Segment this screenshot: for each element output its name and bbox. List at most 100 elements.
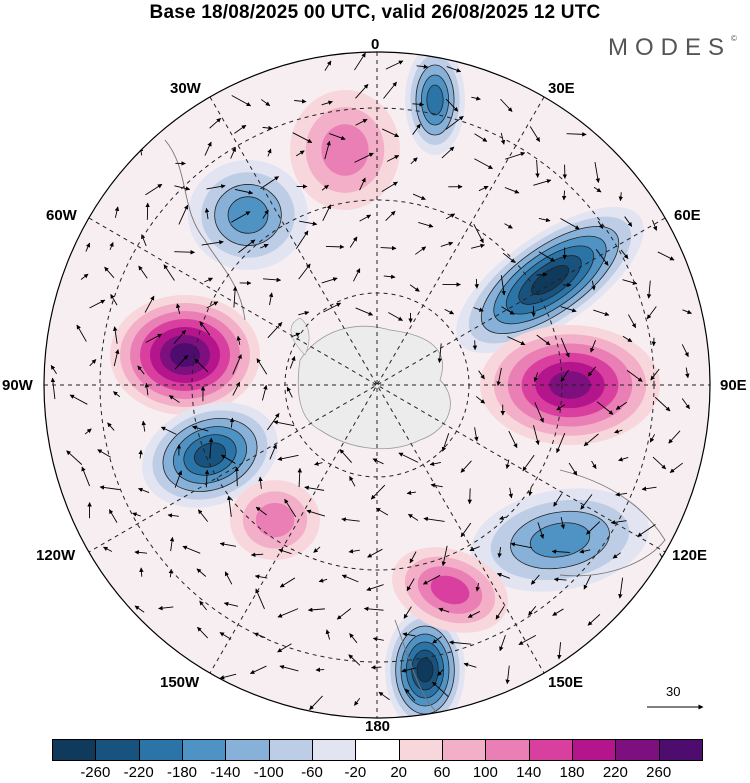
wind-arrow: [412, 193, 426, 200]
wind-arrow: [402, 632, 416, 637]
wind-arrow: [381, 128, 400, 138]
wind-arrow: [478, 370, 485, 380]
wind-arrow: [168, 395, 180, 403]
wind-arrow: [467, 611, 480, 618]
wind-arrow: [169, 536, 175, 552]
wind-arrow: [363, 606, 384, 612]
wind-arrow: [430, 483, 443, 488]
wind-arrow: [231, 211, 251, 223]
wind-arrow: [615, 401, 628, 410]
wind-arrow: [292, 132, 313, 143]
wind-arrow: [277, 608, 299, 618]
wind-arrow: [535, 159, 540, 178]
wind-arrow: [560, 218, 580, 230]
wind-arrow: [528, 486, 533, 497]
colorbar-segment: [312, 739, 357, 761]
wind-arrow: [318, 578, 328, 583]
wind-arrow: [81, 466, 91, 487]
wind-arrow: [375, 507, 389, 516]
wind-arrow: [538, 217, 551, 223]
meridian-label-60e: 60E: [674, 207, 701, 224]
wind-arrow: [137, 365, 145, 375]
wind-arrow: [107, 422, 115, 431]
wind-arrow: [66, 450, 83, 465]
wind-arrow: [145, 333, 163, 343]
wind-arrow: [97, 449, 111, 458]
wind-arrow: [234, 124, 247, 134]
wind-arrow: [474, 158, 493, 170]
wind-arrow: [109, 241, 114, 251]
wind-arrow: [197, 509, 209, 522]
modes-logo: MODES©: [608, 34, 737, 62]
wind-arrow: [325, 244, 345, 250]
wind-arrow: [505, 459, 510, 470]
wind-arrow: [224, 571, 233, 585]
wind-arrow: [249, 665, 267, 674]
wind-arrow: [138, 449, 143, 459]
wind-arrow: [502, 252, 516, 263]
wind-arrow: [209, 117, 222, 129]
anomaly-low-west-atlantic: [188, 160, 308, 270]
wind-arrow: [416, 64, 429, 69]
wind-arrow: [610, 520, 627, 525]
wind-arrow: [536, 272, 548, 277]
wind-arrow: [652, 456, 667, 470]
wind-arrow: [329, 133, 346, 141]
wind-arrow: [309, 695, 323, 710]
wind-arrow: [269, 444, 277, 460]
wind-arrow: [537, 522, 545, 539]
colorbar-tick-label: 180: [559, 764, 585, 781]
anomaly-low-southeast: [470, 488, 650, 592]
meridian-label-150e: 150E: [548, 674, 584, 691]
colorbar-segment: [225, 739, 270, 761]
wind-arrow: [463, 662, 477, 668]
wind-arrow: [409, 551, 417, 564]
wind-arrow: [681, 344, 689, 358]
wind-arrow: [496, 367, 502, 386]
wind-vectors: [50, 52, 692, 710]
meridian-label-90w: 90W: [2, 377, 33, 394]
wind-arrow: [412, 102, 425, 107]
wind-arrow: [167, 513, 179, 518]
wind-arrow: [473, 307, 484, 312]
wind-arrow: [615, 492, 628, 497]
wind-arrow: [304, 485, 325, 491]
wind-arrow: [624, 216, 633, 227]
wind-arrow: [560, 306, 577, 313]
wind-arrow: [469, 546, 480, 552]
wind-arrow: [422, 574, 441, 585]
wind-arrow: [234, 189, 254, 195]
wind-arrow: [262, 125, 273, 131]
wind-arrow: [641, 486, 657, 491]
wind-arrow: [112, 326, 118, 344]
wind-arrow: [141, 234, 147, 247]
wind-arrow: [533, 179, 552, 186]
wind-arrow: [354, 52, 366, 71]
wind-arrow: [383, 81, 397, 99]
wind-arrow: [538, 251, 555, 262]
wind-arrow: [560, 337, 570, 358]
wind-arrow: [278, 548, 292, 555]
wind-arrow: [204, 207, 210, 220]
wind-arrow: [294, 99, 307, 104]
wind-arrow: [530, 574, 540, 585]
anomaly-high-west: [110, 295, 260, 415]
wind-arrow: [471, 96, 481, 101]
wind-arrow: [348, 549, 360, 554]
meridian-label-120e: 120E: [672, 547, 708, 564]
wind-arrow: [460, 460, 472, 473]
wind-arrow: [139, 567, 144, 577]
wind-arrow: [341, 574, 359, 583]
wind-arrow: [208, 437, 214, 459]
wind-arrow: [324, 140, 331, 160]
wind-arrow: [415, 246, 427, 255]
colorbar-segment: [95, 739, 140, 761]
wind-arrow: [144, 295, 155, 313]
wind-arrow: [273, 420, 295, 427]
wind-arrow: [441, 433, 450, 452]
wind-arrow: [595, 249, 609, 266]
wind-arrow: [132, 512, 141, 517]
wind-arrow: [204, 469, 210, 488]
wind-arrow: [473, 224, 484, 244]
wind-arrow: [322, 204, 332, 222]
